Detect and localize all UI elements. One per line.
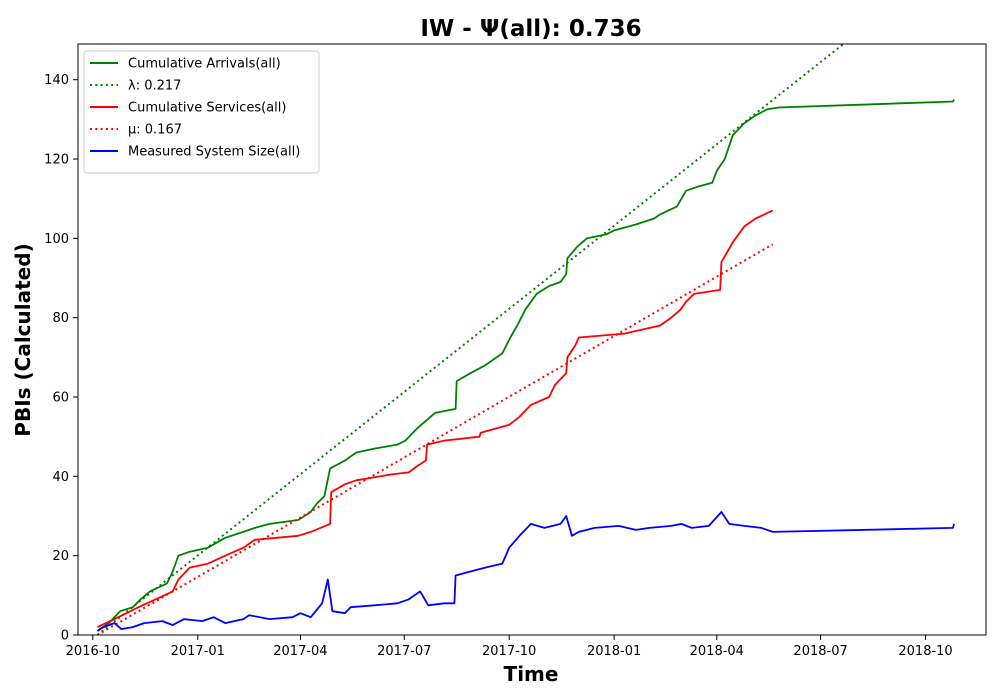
legend-label: λ: 0.217: [128, 79, 181, 94]
y-axis: 0 20 40 60 80 100 120 140: [44, 73, 78, 644]
series-line-0: [96, 99, 955, 632]
x-tick-label: 2016-10: [66, 644, 120, 659]
y-tick-label: 120: [44, 153, 69, 168]
x-tick-label: 2018-04: [690, 644, 744, 659]
y-tick-label: 0: [61, 629, 69, 644]
legend-box: [83, 50, 320, 174]
x-tick-label: 2018-10: [898, 644, 952, 659]
x-tick-label: 2017-01: [171, 644, 225, 659]
legend: Cumulative Arrivals(all) λ: 0.217 Cumulati…: [83, 50, 320, 174]
x-tick-label: 2018-07: [793, 644, 847, 659]
x-tick-label: 2017-10: [482, 644, 536, 659]
y-tick-label: 20: [52, 549, 69, 564]
x-axis: 2016-10 2017-01 2017-04 2017-07 2017-10 2018-…: [66, 635, 953, 659]
y-tick-label: 40: [52, 470, 69, 485]
plot-area: [77, 43, 987, 636]
legend-label: Cumulative Services(all): [128, 101, 286, 116]
plot-frame: [77, 43, 987, 636]
y-axis-title: PBIs (Calculated): [11, 243, 35, 436]
y-tick-label: 80: [52, 311, 69, 326]
x-axis-title: Time: [504, 662, 559, 686]
legend-label: μ: 0.167: [128, 123, 182, 138]
legend-label: Measured System Size(all): [128, 145, 300, 160]
x-tick-label: 2017-07: [377, 644, 431, 659]
x-tick-label: 2017-04: [273, 644, 327, 659]
chart-title: IW - Ψ(all): 0.736: [420, 16, 641, 42]
y-tick-label: 140: [44, 73, 69, 88]
series-line-4: [96, 511, 955, 632]
legend-label: Cumulative Arrivals(all): [128, 57, 281, 72]
series-line-2: [97, 209, 774, 628]
y-tick-label: 100: [44, 232, 69, 247]
y-tick-label: 60: [52, 391, 69, 406]
x-tick-label: 2018-01: [587, 644, 641, 659]
series-layer: [96, 44, 955, 635]
